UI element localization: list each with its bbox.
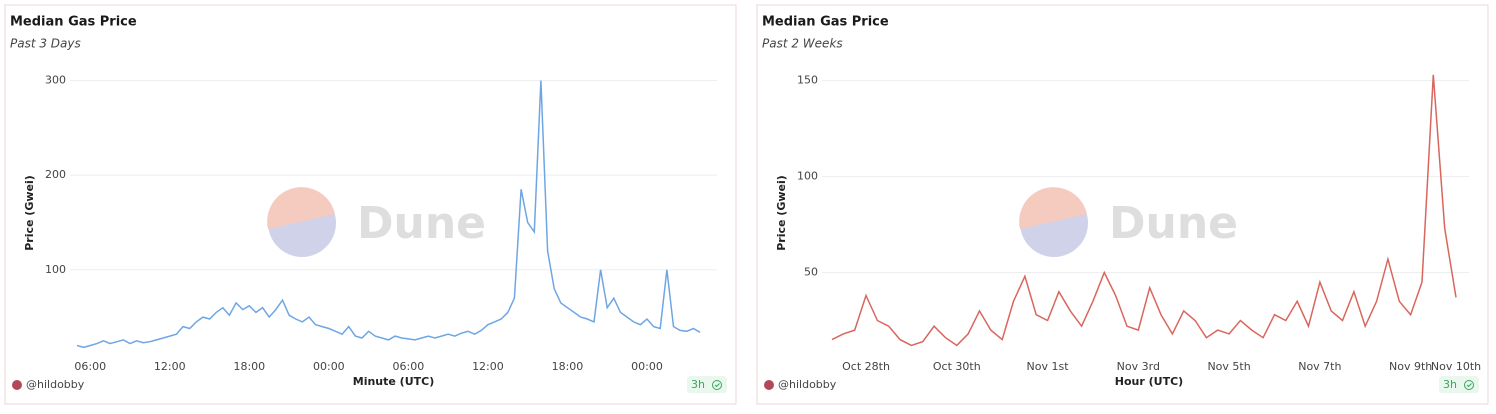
freshness-icon <box>714 383 720 388</box>
freshness: 3h <box>691 378 705 391</box>
chart-subtitle: Past 3 Days <box>10 37 81 51</box>
price-line <box>76 80 701 349</box>
price-line <box>831 74 1457 347</box>
x-tick-label: Oct 30th <box>933 360 981 373</box>
card <box>4 4 737 405</box>
chart-card: Median Gas Price Past 2 Weeks Dune 50 100 150… <box>756 4 1489 405</box>
chart-title: Median Gas Price <box>762 15 889 30</box>
freshness-icon <box>1464 380 1474 390</box>
watermark-text: Dune <box>1109 198 1238 249</box>
y-tick-label: 150 <box>797 74 818 87</box>
y-tick-label: 100 <box>45 263 66 276</box>
x-tick-label: Nov 5th <box>1207 360 1250 373</box>
freshness: 3h <box>1443 378 1457 391</box>
watermark-text: Dune <box>357 198 486 249</box>
x-tick-label: 12:00 <box>472 360 504 373</box>
x-tick-label: 12:00 <box>154 360 186 373</box>
freshness-icon <box>1466 383 1472 388</box>
x-tick-label: 00:00 <box>631 360 663 373</box>
x-tick-label: Nov 10th <box>1431 360 1481 373</box>
x-tick-label: Nov 3rd <box>1117 360 1160 373</box>
y-tick-label: 200 <box>45 168 66 181</box>
y-axis-title: Price (Gwei) <box>775 175 788 251</box>
x-tick-label: Nov 9th <box>1389 360 1432 373</box>
y-axis-title: Price (Gwei) <box>23 175 36 251</box>
x-tick-label: Nov 7th <box>1298 360 1341 373</box>
x-axis-title: Minute (UTC) <box>353 375 435 388</box>
watermark-logo <box>1019 187 1087 229</box>
x-tick-label: 06:00 <box>74 360 106 373</box>
x-tick-label: Nov 1st <box>1027 360 1070 373</box>
freshness-icon <box>712 380 722 390</box>
x-tick-label: 06:00 <box>393 360 425 373</box>
card <box>756 4 1489 405</box>
y-tick-label: 300 <box>45 73 66 86</box>
x-tick-label: 00:00 <box>313 360 345 373</box>
author-avatar <box>764 380 774 390</box>
chart-card: Median Gas Price Past 3 Days Dune 100 200 300… <box>4 4 737 405</box>
y-tick-label: 100 <box>797 170 818 183</box>
chart-subtitle: Past 2 Weeks <box>762 37 843 51</box>
chart-title: Median Gas Price <box>10 15 137 30</box>
x-tick-label: Oct 28th <box>842 360 890 373</box>
watermark-logo <box>267 187 335 229</box>
author: @hildobby <box>26 378 85 391</box>
x-tick-label: 18:00 <box>233 360 265 373</box>
y-tick-label: 50 <box>804 265 818 278</box>
x-tick-label: 18:00 <box>552 360 584 373</box>
author: @hildobby <box>778 378 837 391</box>
x-axis-title: Hour (UTC) <box>1115 375 1183 388</box>
author-avatar <box>12 380 22 390</box>
